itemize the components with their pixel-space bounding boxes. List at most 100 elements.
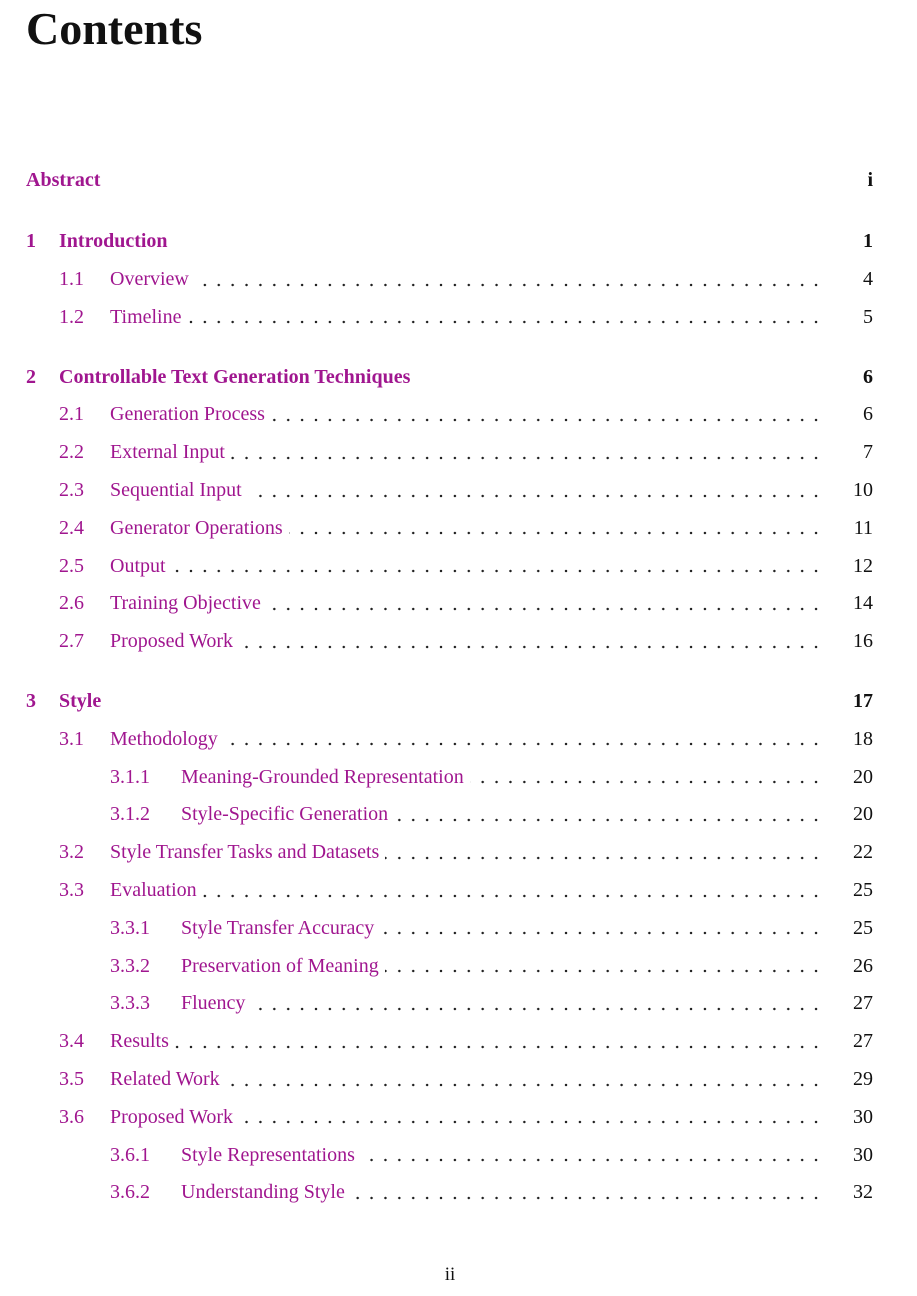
toc-entry-page[interactable]: 30 (853, 1105, 873, 1128)
toc-entry-page[interactable]: 10 (853, 478, 873, 501)
toc-entry-section[interactable]: 2.6 Training Objective 14 (0, 585, 917, 623)
toc-entry-number[interactable]: 2.4 (59, 516, 84, 539)
toc-entry-section[interactable]: 2.2 External Input 7 (0, 434, 917, 472)
toc-entry-section[interactable]: 3.5 Related Work 29 (0, 1061, 917, 1099)
toc-entry-subsection[interactable]: 3.3.1 Style Transfer Accuracy 25 (0, 909, 917, 947)
toc-entry-title[interactable]: External Input (110, 441, 231, 465)
toc-entry-page[interactable]: 27 (853, 992, 873, 1015)
toc-entry-page[interactable]: 16 (853, 630, 873, 653)
toc-entry-chapter[interactable]: 2 Controllable Text Generation Techniques… (0, 358, 917, 396)
toc-entry-abstract[interactable]: Abstract i (0, 162, 917, 200)
toc-entry-page[interactable]: 7 (863, 441, 873, 464)
toc-entry-title[interactable]: Timeline (110, 305, 188, 329)
toc-entry-number[interactable]: 2.3 (59, 478, 84, 501)
toc-entry-title[interactable]: Style Transfer Accuracy (181, 916, 381, 940)
toc-entry-section[interactable]: 3.2 Style Transfer Tasks and Datasets 22 (0, 834, 917, 872)
toc-entry-section[interactable]: 2.7 Proposed Work 16 (0, 623, 917, 661)
toc-entry-number[interactable]: 2.1 (59, 403, 84, 426)
toc-entry-title[interactable]: Style Representations (181, 1143, 361, 1167)
toc-entry-section[interactable]: 1.1 Overview 4 (0, 261, 917, 299)
toc-entry-subsection[interactable]: 3.6.2 Understanding Style 32 (0, 1174, 917, 1212)
toc-entry-number[interactable]: 3.1 (59, 727, 84, 750)
toc-entry-number[interactable]: 1.1 (59, 267, 84, 290)
toc-entry-title[interactable]: Meaning-Grounded Representation (181, 765, 470, 789)
toc-entry-page[interactable]: 26 (853, 954, 873, 977)
toc-entry-section[interactable]: 3.1 Methodology 18 (0, 720, 917, 758)
toc-entry-title[interactable]: Style Transfer Tasks and Datasets (110, 841, 386, 865)
toc-entry-title[interactable]: Proposed Work (110, 630, 240, 654)
toc-entry-number[interactable]: 1.2 (59, 305, 84, 328)
toc-entry-number[interactable]: 3.3.3 (110, 992, 150, 1015)
toc-entry-title[interactable]: Methodology (110, 727, 224, 751)
toc-entry-page[interactable]: 6 (863, 365, 873, 388)
toc-entry-title[interactable]: Generator Operations (110, 516, 289, 540)
toc-entry-number[interactable]: 2 (26, 365, 36, 388)
toc-entry-section[interactable]: 1.2 Timeline 5 (0, 298, 917, 336)
toc-entry-title[interactable]: Fluency (181, 992, 252, 1016)
toc-entry-page[interactable]: 5 (863, 305, 873, 328)
toc-entry-chapter[interactable]: 1 Introduction 1 (0, 223, 917, 261)
toc-entry-section[interactable]: 2.3 Sequential Input 10 (0, 472, 917, 510)
toc-entry-title[interactable]: Results (110, 1030, 175, 1054)
toc-entry-subsection[interactable]: 3.1.2 Style-Specific Generation 20 (0, 796, 917, 834)
toc-entry-title[interactable]: Style (59, 689, 108, 713)
toc-entry-section[interactable]: 2.1 Generation Process 6 (0, 396, 917, 434)
toc-entry-title[interactable]: Style-Specific Generation (181, 803, 395, 827)
toc-entry-title[interactable]: Overview (110, 267, 195, 291)
toc-entry-page[interactable]: 20 (853, 803, 873, 826)
toc-entry-title[interactable]: Proposed Work (110, 1105, 240, 1129)
toc-entry-subsection[interactable]: 3.3.3 Fluency 27 (0, 985, 917, 1023)
toc-entry-number[interactable]: 3.6.1 (110, 1143, 150, 1166)
toc-entry-number[interactable]: 2.6 (59, 592, 84, 615)
toc-entry-subsection[interactable]: 3.1.1 Meaning-Grounded Representation 20 (0, 758, 917, 796)
toc-entry-title[interactable]: Related Work (110, 1067, 226, 1091)
toc-entry-number[interactable]: 2.5 (59, 554, 84, 577)
toc-entry-chapter[interactable]: 3 Style 17 (0, 683, 917, 721)
toc-entry-number[interactable]: 3.3.1 (110, 916, 150, 939)
toc-entry-number[interactable]: 3.1.1 (110, 765, 150, 788)
toc-entry-page[interactable]: 27 (853, 1030, 873, 1053)
toc-entry-number[interactable]: 3.2 (59, 841, 84, 864)
toc-entry-section[interactable]: 2.5 Output 12 (0, 547, 917, 585)
toc-entry-title[interactable]: Preservation of Meaning (181, 954, 385, 978)
toc-entry-page[interactable]: 4 (863, 267, 873, 290)
toc-entry-title[interactable]: Training Objective (110, 592, 267, 616)
toc-entry-number[interactable]: 3.5 (59, 1067, 84, 1090)
toc-entry-title[interactable]: Abstract (26, 169, 107, 193)
toc-entry-page[interactable]: 29 (853, 1067, 873, 1090)
toc-entry-title[interactable]: Output (110, 554, 172, 578)
toc-entry-number[interactable]: 1 (26, 230, 36, 253)
toc-entry-section[interactable]: 3.3 Evaluation 25 (0, 872, 917, 910)
toc-entry-page[interactable]: 17 (853, 689, 873, 712)
toc-entry-page[interactable]: 18 (853, 727, 873, 750)
toc-entry-page[interactable]: 1 (863, 230, 873, 253)
toc-entry-page[interactable]: 6 (863, 403, 873, 426)
toc-entry-title[interactable]: Sequential Input (110, 478, 248, 502)
toc-entry-subsection[interactable]: 3.6.1 Style Representations 30 (0, 1136, 917, 1174)
toc-entry-number[interactable]: 3 (26, 689, 36, 712)
toc-entry-page[interactable]: i (867, 169, 873, 192)
toc-entry-page[interactable]: 14 (853, 592, 873, 615)
toc-entry-number[interactable]: 2.2 (59, 441, 84, 464)
toc-entry-number[interactable]: 3.3 (59, 878, 84, 901)
toc-entry-title[interactable]: Introduction (59, 230, 174, 254)
toc-entry-title[interactable]: Generation Process (110, 403, 271, 427)
toc-entry-section[interactable]: 2.4 Generator Operations 11 (0, 509, 917, 547)
toc-entry-subsection[interactable]: 3.3.2 Preservation of Meaning 26 (0, 947, 917, 985)
toc-entry-section[interactable]: 3.6 Proposed Work 30 (0, 1098, 917, 1136)
toc-entry-page[interactable]: 25 (853, 878, 873, 901)
toc-entry-page[interactable]: 20 (853, 765, 873, 788)
toc-entry-title[interactable]: Understanding Style (181, 1181, 351, 1205)
toc-entry-number[interactable]: 2.7 (59, 630, 84, 653)
toc-entry-page[interactable]: 22 (853, 841, 873, 864)
toc-entry-page[interactable]: 12 (853, 554, 873, 577)
toc-entry-page[interactable]: 25 (853, 916, 873, 939)
toc-entry-number[interactable]: 3.6 (59, 1105, 84, 1128)
toc-entry-page[interactable]: 32 (853, 1181, 873, 1204)
toc-entry-section[interactable]: 3.4 Results 27 (0, 1023, 917, 1061)
toc-entry-title[interactable]: Evaluation (110, 878, 203, 902)
toc-entry-number[interactable]: 3.4 (59, 1030, 84, 1053)
toc-entry-number[interactable]: 3.1.2 (110, 803, 150, 826)
toc-entry-number[interactable]: 3.3.2 (110, 954, 150, 977)
toc-entry-page[interactable]: 11 (853, 516, 873, 539)
